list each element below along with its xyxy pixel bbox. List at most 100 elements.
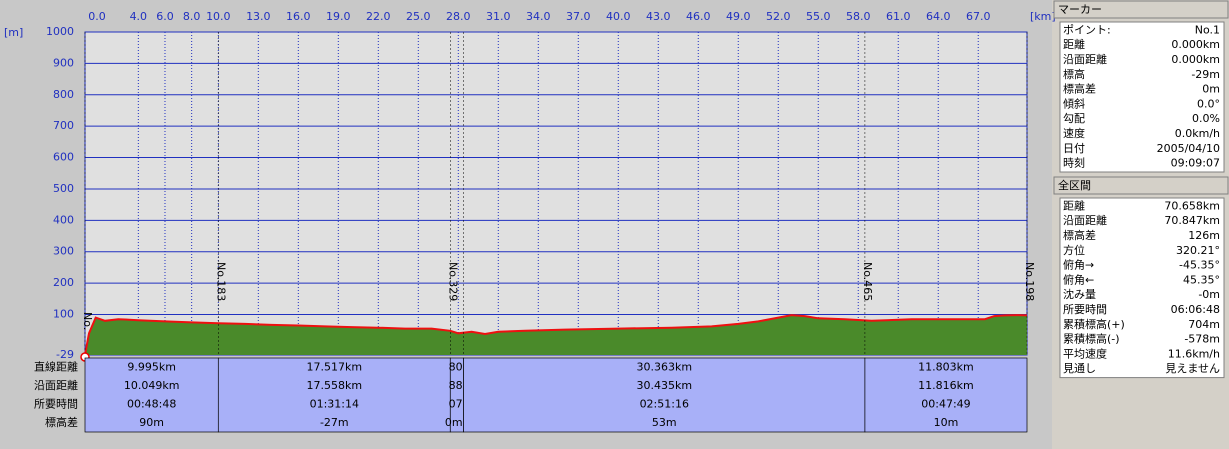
segment-value: -27m xyxy=(320,416,349,429)
x-tick-label: 8.0 xyxy=(183,10,201,23)
panel-title: 全区間 xyxy=(1058,178,1091,192)
segment-value: 00:47:49 xyxy=(921,397,970,410)
x-tick-label: 19.0 xyxy=(326,10,351,23)
segment-value: 07 xyxy=(449,397,463,410)
segment-value: 00:48:48 xyxy=(127,397,176,410)
panel-key: 累積標高(-) xyxy=(1063,332,1120,346)
x-tick-label: 40.0 xyxy=(606,10,631,23)
panel-title: マーカー xyxy=(1058,3,1102,16)
x-tick-label: 58.0 xyxy=(846,10,871,23)
panel-key: 距離 xyxy=(1063,37,1085,51)
panel-key: 俯角← xyxy=(1063,272,1094,286)
segment-value: 17.517km xyxy=(307,360,363,373)
x-tick-label: 49.0 xyxy=(726,10,751,23)
panel-key: 方位 xyxy=(1063,243,1085,257)
x-tick-label: 43.0 xyxy=(646,10,671,23)
panel-value: -29m xyxy=(1191,68,1220,81)
x-tick-label: 52.0 xyxy=(766,10,791,23)
panel-value: -45.35° xyxy=(1179,259,1220,272)
panel-value: 45.35° xyxy=(1183,273,1220,286)
panel-header xyxy=(1053,176,1229,195)
panel-value: 0.000km xyxy=(1171,38,1220,51)
panel-key: 沿面距離 xyxy=(1063,213,1107,227)
panel-key: 沈み量 xyxy=(1063,287,1096,301)
panel-value: -578m xyxy=(1184,333,1220,346)
y-tick-label: -29 xyxy=(56,348,74,361)
row-label: 沿面距離 xyxy=(34,378,78,392)
waypoint-label: No.198 xyxy=(1023,262,1036,301)
panel-value: 2005/04/10 xyxy=(1157,142,1220,155)
segment-cell xyxy=(864,357,1028,433)
panel-key: 日付 xyxy=(1063,142,1085,155)
segment-value: 02:51:16 xyxy=(640,397,689,410)
segment-value: 80 xyxy=(449,360,463,373)
waypoint-label: No.329 xyxy=(446,262,459,301)
panel-value: 見えません xyxy=(1165,362,1220,375)
y-tick-label: 600 xyxy=(53,151,74,164)
segment-value: 88 xyxy=(449,379,463,392)
panel-value: 0.0° xyxy=(1197,97,1220,110)
panel-header xyxy=(1053,0,1229,19)
panel-box xyxy=(1059,197,1225,379)
x-tick-label: 34.0 xyxy=(526,10,551,23)
x-tick-label: 13.0 xyxy=(246,10,271,23)
panel-value: 70.847km xyxy=(1164,214,1220,227)
x-tick-label: 22.0 xyxy=(366,10,391,23)
y-tick-label: 300 xyxy=(53,245,74,258)
panel-key: 平均速度 xyxy=(1063,346,1107,360)
y-tick-label: 500 xyxy=(53,182,74,195)
waypoint-label: No.183 xyxy=(214,262,227,301)
segment-value: 11.816km xyxy=(918,379,974,392)
y-tick-label: 200 xyxy=(53,276,74,289)
panel-key: 見通し xyxy=(1063,362,1096,375)
segment-value: 10.049km xyxy=(124,379,180,392)
panel-value: 09:09:07 xyxy=(1171,157,1220,170)
segment-value: 9.995km xyxy=(127,360,176,373)
waypoint-label: No. xyxy=(81,312,94,330)
y-tick-label: 800 xyxy=(53,88,74,101)
x-tick-label: 37.0 xyxy=(566,10,591,23)
y-tick-label: 400 xyxy=(53,213,74,226)
panel-key: 距離 xyxy=(1063,198,1085,212)
y-tick-label: 700 xyxy=(53,119,74,132)
x-tick-label: 0.0 xyxy=(88,10,106,23)
panel-value: 0m xyxy=(1202,83,1220,96)
segment-cell xyxy=(217,357,451,433)
segment-value: 11.803km xyxy=(918,360,974,373)
x-tick-label: 4.0 xyxy=(130,10,148,23)
plot-area xyxy=(84,31,1028,356)
panel-value: 11.6km/h xyxy=(1168,347,1220,360)
x-tick-label: 46.0 xyxy=(686,10,711,23)
segment-value: 0m xyxy=(445,416,463,429)
y-tick-label: 100 xyxy=(53,308,74,321)
x-tick-label: 10.0 xyxy=(206,10,231,23)
panel-key: 累積標高(+) xyxy=(1063,317,1125,331)
segment-value: 53m xyxy=(652,416,677,429)
panel-key: 傾斜 xyxy=(1063,96,1085,110)
x-tick-label: 64.0 xyxy=(926,10,951,23)
panel-key: 標高 xyxy=(1063,67,1085,81)
panel-value: 06:06:48 xyxy=(1171,303,1220,316)
x-tick-label: 31.0 xyxy=(486,10,511,23)
x-tick-label: 55.0 xyxy=(806,10,831,23)
x-tick-label: 16.0 xyxy=(286,10,311,23)
y-unit: [m] xyxy=(4,26,23,39)
panel-value: 0.0km/h xyxy=(1175,127,1220,140)
panel-key: 俯角→ xyxy=(1063,258,1094,272)
row-label: 所要時間 xyxy=(34,397,78,410)
segment-value: 10m xyxy=(934,416,959,429)
panel-value: 126m xyxy=(1188,229,1220,242)
x-tick-label: 28.0 xyxy=(446,10,471,23)
segment-value: 17.558km xyxy=(307,379,363,392)
panel-key: 速度 xyxy=(1063,126,1085,140)
panel-key: 標高差 xyxy=(1063,228,1096,242)
panel-value: 70.658km xyxy=(1164,199,1220,212)
panel-value: -0m xyxy=(1198,288,1220,301)
x-tick-label: 61.0 xyxy=(886,10,911,23)
segment-cell xyxy=(463,357,866,433)
panel-key: 勾配 xyxy=(1063,112,1085,125)
elevation-line xyxy=(84,314,1028,356)
panel-value: No.1 xyxy=(1195,23,1220,36)
y-tick-label: 1000 xyxy=(46,25,74,38)
